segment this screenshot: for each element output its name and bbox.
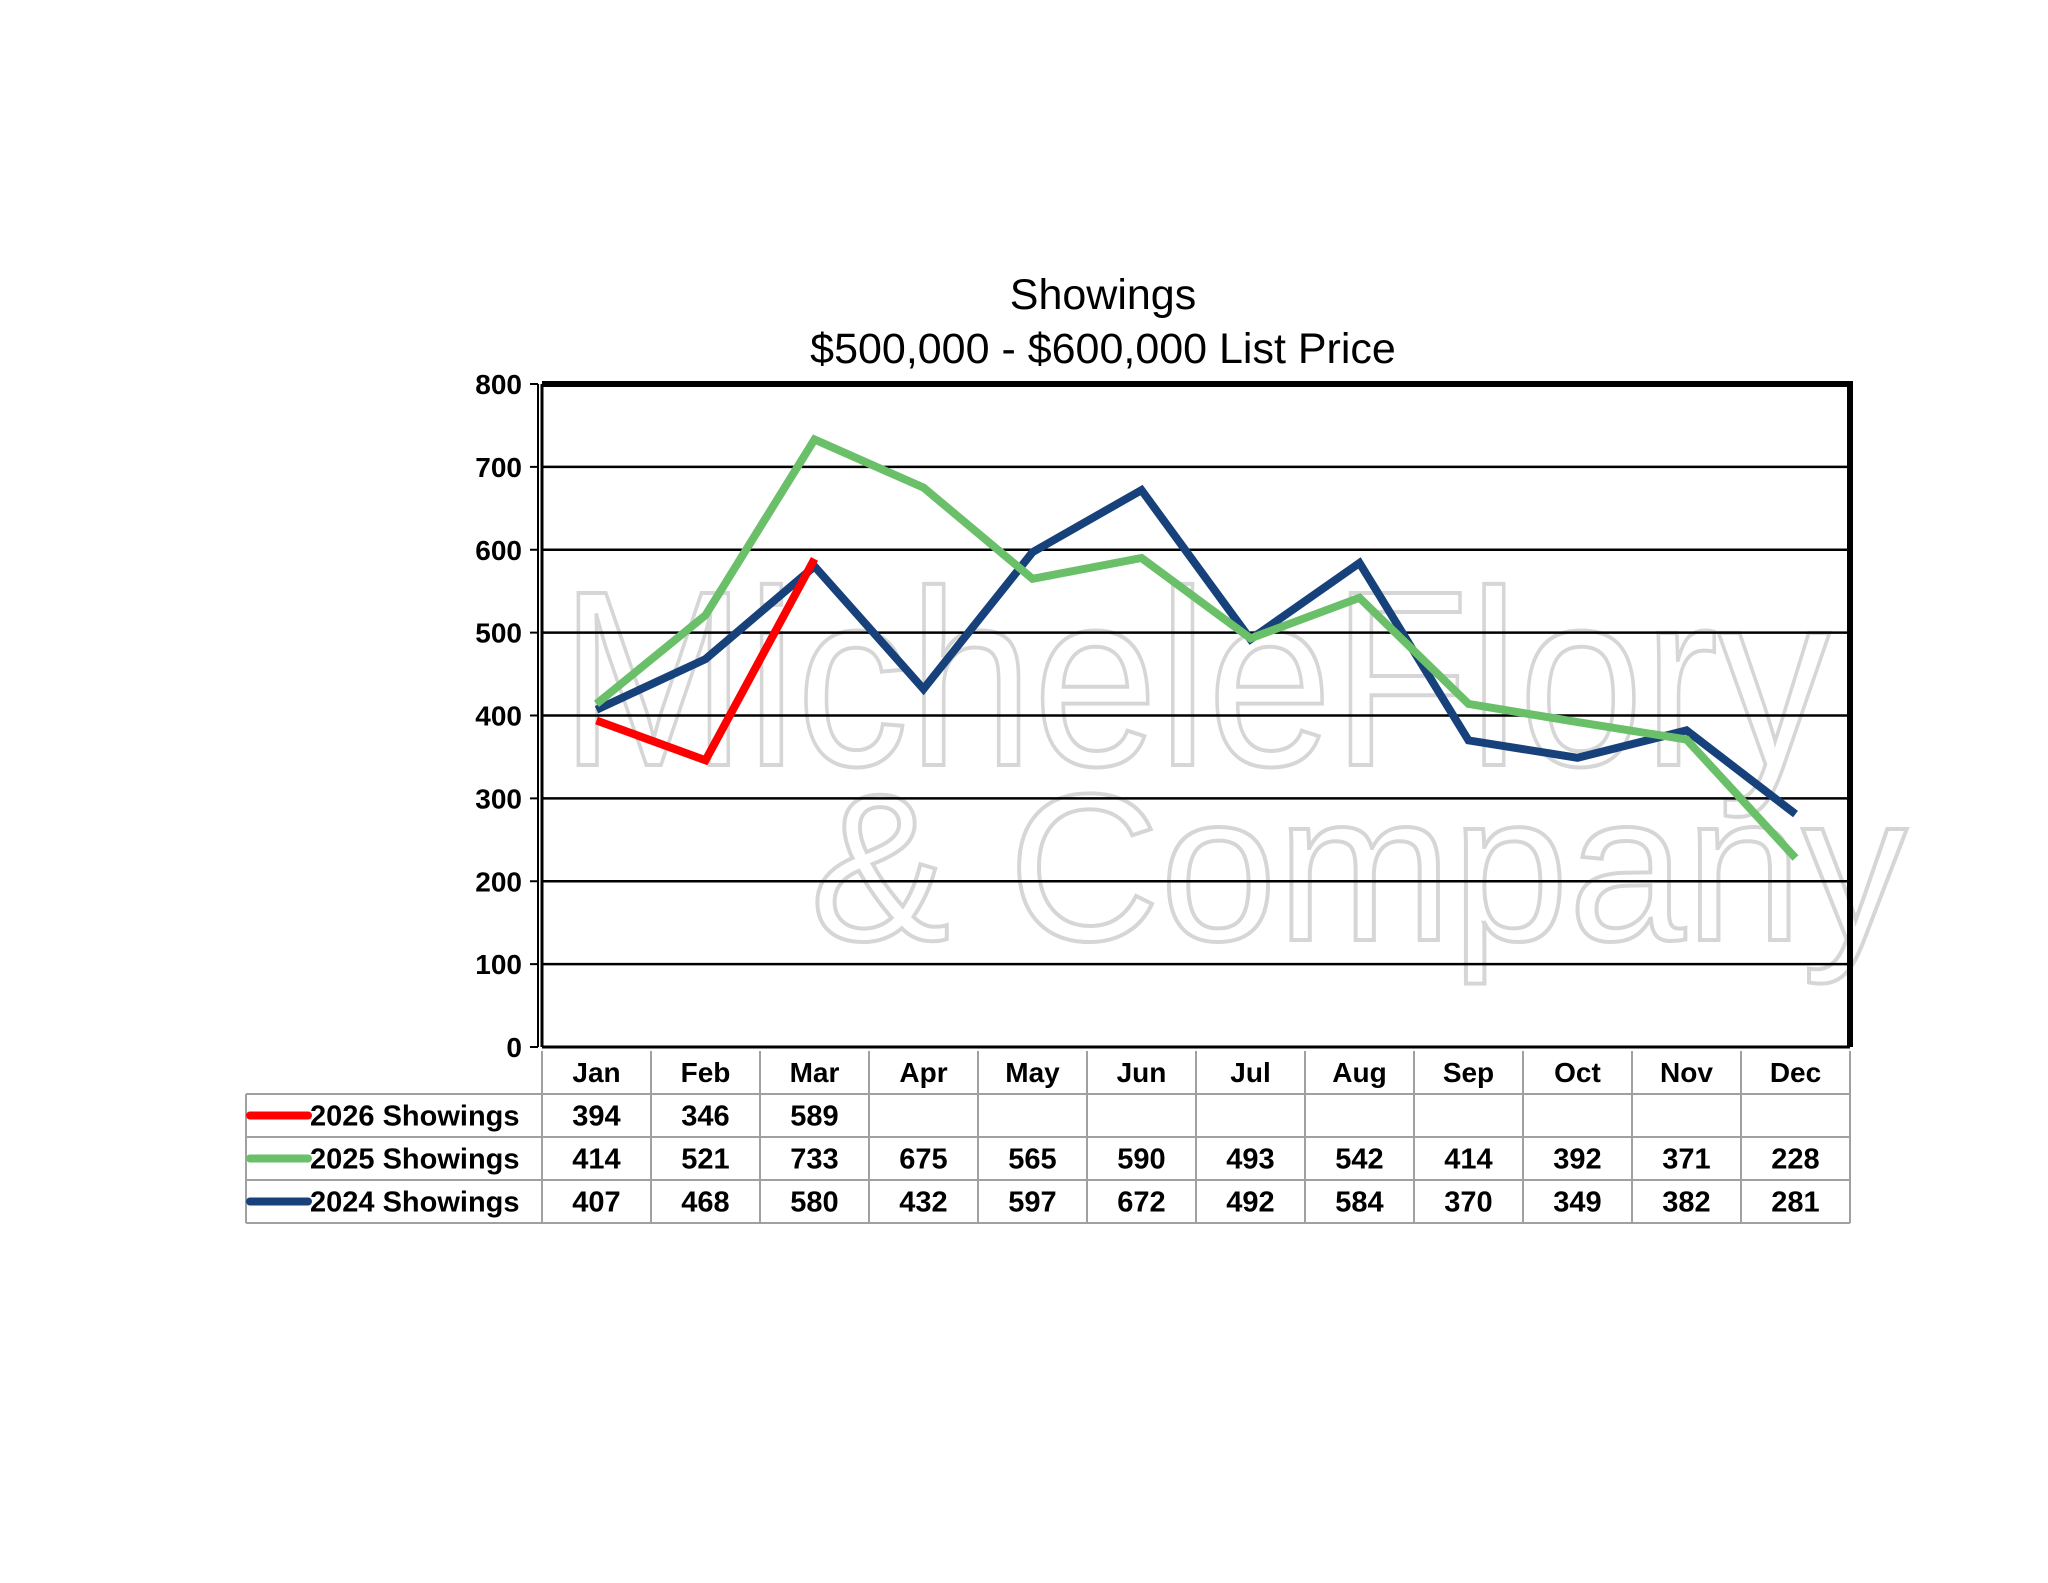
y-tick-label-300: 300 bbox=[475, 783, 522, 814]
table-cell: 565 bbox=[1008, 1144, 1056, 1176]
table-cell: 597 bbox=[1008, 1187, 1056, 1219]
series-line-2 bbox=[594, 484, 1798, 818]
table-cell: 407 bbox=[572, 1187, 620, 1219]
chart-titles: Showings $500,000 - $600,000 List Price bbox=[810, 271, 1396, 373]
table-cell: 542 bbox=[1335, 1144, 1383, 1176]
table-cell: 580 bbox=[790, 1187, 838, 1219]
table-cell: 672 bbox=[1117, 1187, 1165, 1219]
chart-title: Showings bbox=[1010, 271, 1196, 319]
legend-label-2: 2024 Showings bbox=[310, 1187, 520, 1219]
data-table: Jan Feb Mar Apr May Jun Jul Aug Sep Oct Nov Dec 2026… bbox=[245, 1051, 1851, 1224]
plot-frame bbox=[540, 381, 1853, 1049]
table-cell: 414 bbox=[1444, 1144, 1492, 1176]
x-tick-label-sep: Sep bbox=[1443, 1057, 1494, 1088]
x-tick-label-jan: Jan bbox=[572, 1057, 620, 1088]
y-tick-label-0: 0 bbox=[506, 1032, 522, 1063]
x-tick-label-mar: Mar bbox=[790, 1057, 840, 1088]
y-tick-label-100: 100 bbox=[475, 949, 522, 980]
series-lines bbox=[593, 434, 1799, 861]
table-cell: 733 bbox=[790, 1144, 838, 1176]
table-cell: 392 bbox=[1553, 1144, 1601, 1176]
x-tick-label-jun: Jun bbox=[1117, 1057, 1167, 1088]
table-cell: 382 bbox=[1662, 1187, 1710, 1219]
table-cell: 346 bbox=[681, 1101, 729, 1133]
table-cell: 414 bbox=[572, 1144, 620, 1176]
gridlines bbox=[542, 465, 1850, 966]
watermark-line1: MicheleFlory bbox=[560, 539, 1830, 818]
table-cell: 492 bbox=[1226, 1187, 1274, 1219]
table-cell: 493 bbox=[1226, 1144, 1274, 1176]
y-tick-label-600: 600 bbox=[475, 535, 522, 566]
y-axis: 0 100 200 300 400 500 600 700 800 bbox=[475, 369, 539, 1063]
x-tick-label-feb: Feb bbox=[681, 1057, 731, 1088]
y-tick-label-800: 800 bbox=[475, 369, 522, 400]
x-tick-label-aug: Aug bbox=[1332, 1057, 1386, 1088]
legend-label-1: 2025 Showings bbox=[310, 1144, 520, 1176]
table-cell: 394 bbox=[572, 1101, 620, 1133]
table-cell: 521 bbox=[681, 1144, 729, 1176]
x-tick-label-may: May bbox=[1005, 1057, 1060, 1088]
table-cell: 584 bbox=[1335, 1187, 1383, 1219]
table-cell: 370 bbox=[1444, 1187, 1492, 1219]
x-tick-label-nov: Nov bbox=[1660, 1057, 1713, 1088]
table-cell: 432 bbox=[899, 1187, 947, 1219]
table-cell: 228 bbox=[1771, 1144, 1819, 1176]
series-line-1 bbox=[593, 434, 1799, 861]
y-tick-label-200: 200 bbox=[475, 866, 522, 897]
table-cell: 589 bbox=[790, 1101, 838, 1133]
x-tick-label-oct: Oct bbox=[1554, 1057, 1601, 1088]
watermark-line2: & Company bbox=[810, 750, 1907, 985]
y-tick-label-400: 400 bbox=[475, 701, 522, 732]
table-cell: 349 bbox=[1553, 1187, 1601, 1219]
chart-subtitle: $500,000 - $600,000 List Price bbox=[810, 325, 1396, 373]
table-cell: 675 bbox=[899, 1144, 947, 1176]
table-cell: 281 bbox=[1771, 1187, 1819, 1219]
series-line-0 bbox=[595, 556, 819, 766]
x-tick-label-dec: Dec bbox=[1770, 1057, 1821, 1088]
legend-label-0: 2026 Showings bbox=[310, 1101, 520, 1133]
x-tick-label-apr: Apr bbox=[899, 1057, 947, 1088]
y-tick-label-700: 700 bbox=[475, 452, 522, 483]
y-tick-label-500: 500 bbox=[475, 618, 522, 649]
x-tick-label-jul: Jul bbox=[1230, 1057, 1270, 1088]
table-cell: 590 bbox=[1117, 1144, 1165, 1176]
table-cell: 468 bbox=[681, 1187, 729, 1219]
table-cell: 371 bbox=[1662, 1144, 1710, 1176]
